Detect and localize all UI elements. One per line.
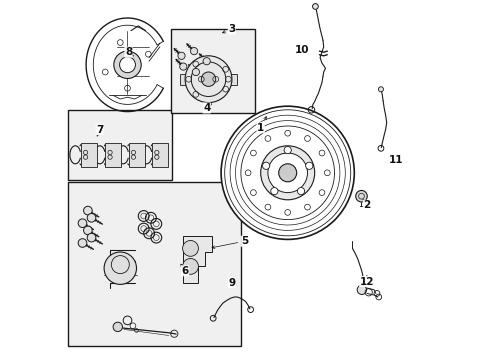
Text: 10: 10 [294, 45, 309, 55]
Text: 2: 2 [362, 199, 370, 210]
Bar [170, 29, 255, 113]
Circle shape [192, 68, 199, 76]
Circle shape [356, 285, 366, 294]
Circle shape [78, 239, 87, 247]
Circle shape [182, 258, 198, 274]
Circle shape [87, 233, 96, 242]
Circle shape [179, 63, 186, 70]
Circle shape [182, 240, 198, 256]
Text: 11: 11 [387, 155, 402, 165]
Text: 12: 12 [359, 276, 373, 287]
Circle shape [83, 206, 92, 215]
Circle shape [260, 146, 314, 200]
Circle shape [178, 52, 185, 59]
Bar [68, 110, 172, 180]
Polygon shape [183, 236, 212, 283]
Circle shape [203, 58, 210, 65]
Circle shape [185, 56, 231, 103]
Text: 8: 8 [125, 47, 133, 57]
Text: 5: 5 [212, 236, 247, 248]
Circle shape [104, 252, 136, 284]
Circle shape [378, 87, 383, 92]
Circle shape [120, 57, 135, 73]
Circle shape [114, 51, 141, 78]
Circle shape [267, 153, 307, 193]
Circle shape [221, 106, 354, 239]
Circle shape [201, 72, 215, 86]
Circle shape [262, 162, 269, 170]
Text: 3: 3 [222, 24, 235, 34]
Circle shape [113, 322, 122, 332]
Circle shape [284, 147, 291, 154]
Circle shape [270, 188, 277, 195]
Bar [68, 182, 241, 346]
Bar [128, 143, 144, 166]
Text: 9: 9 [228, 278, 235, 288]
Circle shape [305, 162, 312, 170]
Bar [152, 143, 168, 166]
Circle shape [278, 164, 296, 182]
Circle shape [297, 188, 304, 195]
Bar [179, 74, 237, 85]
Text: 4: 4 [203, 103, 211, 113]
Circle shape [355, 190, 366, 202]
Circle shape [83, 226, 92, 235]
Circle shape [87, 213, 96, 222]
Bar [81, 143, 97, 166]
Circle shape [312, 4, 318, 9]
Text: 6: 6 [181, 264, 188, 276]
Text: 1: 1 [257, 117, 266, 133]
Circle shape [190, 48, 197, 55]
Circle shape [78, 219, 87, 228]
Bar [105, 143, 121, 166]
Text: 7: 7 [96, 125, 103, 136]
